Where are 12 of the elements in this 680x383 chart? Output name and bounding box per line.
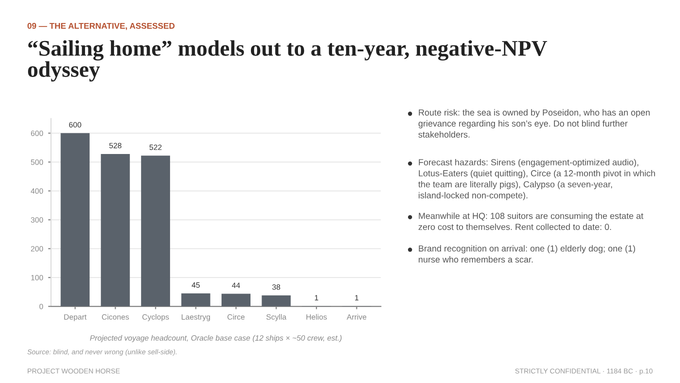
text: Meanwhile at HQ: 108 suitors are consuming the estate at zero cost to themselves. Rent collected to date: 0. [418, 212, 644, 230]
bar [100, 154, 130, 306]
text: Brand recognition on arrival: one (1) elderly dog; one (1) nurse who remembers a scar. [418, 245, 636, 263]
chart-title: “Sailing home” models out to a ten-year, negative-NPV odyssey [28, 40, 548, 82]
bar [181, 293, 210, 306]
text: Forecast hazards: Sirens (engagement-optimized audio), Lotus-Eaters (quiet quitting), Circe (a 12-month pivot in which the team are literally pigs), Calypso (a seven-year, island-locked non-compete). [418, 158, 655, 200]
chart-subtitle: 09 — THE ALTERNATIVE, ASSESSED [28, 22, 175, 30]
text: Route risk: the sea is owned by Poseidon, who has an open grievance regarding his son’s eye. Do not blind further stakeholders. [418, 109, 650, 138]
bar [262, 295, 291, 306]
bar [60, 133, 90, 306]
bar [222, 294, 250, 306]
bar [141, 156, 170, 306]
